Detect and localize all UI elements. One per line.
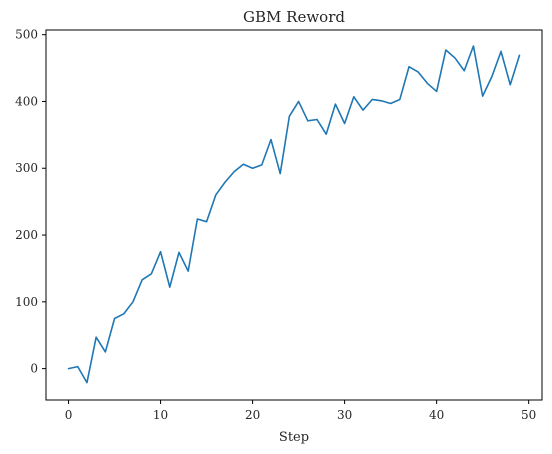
plot-area bbox=[67, 45, 521, 384]
chart-title: GBM Reword bbox=[243, 8, 345, 26]
y-tick-label: 0 bbox=[30, 362, 38, 376]
x-tick-label: 0 bbox=[65, 408, 73, 422]
y-tick-label: 500 bbox=[15, 28, 38, 42]
x-tick-label: 50 bbox=[521, 408, 536, 422]
x-tick-label: 30 bbox=[337, 408, 352, 422]
x-tick-label: 10 bbox=[153, 408, 168, 422]
x-axis-label: Step bbox=[279, 430, 309, 445]
x-axis: 0 10 20 30 40 50 bbox=[65, 400, 536, 422]
x-tick-label: 20 bbox=[245, 408, 260, 422]
axes-frame bbox=[45, 29, 543, 401]
series-line bbox=[67, 45, 521, 384]
y-axis: 0 100 200 300 400 500 bbox=[15, 28, 46, 376]
x-tick-label: 40 bbox=[429, 408, 444, 422]
y-tick-label: 200 bbox=[15, 228, 38, 242]
y-tick-label: 300 bbox=[15, 161, 38, 175]
y-tick-label: 100 bbox=[15, 295, 38, 309]
y-tick-label: 400 bbox=[15, 94, 38, 108]
